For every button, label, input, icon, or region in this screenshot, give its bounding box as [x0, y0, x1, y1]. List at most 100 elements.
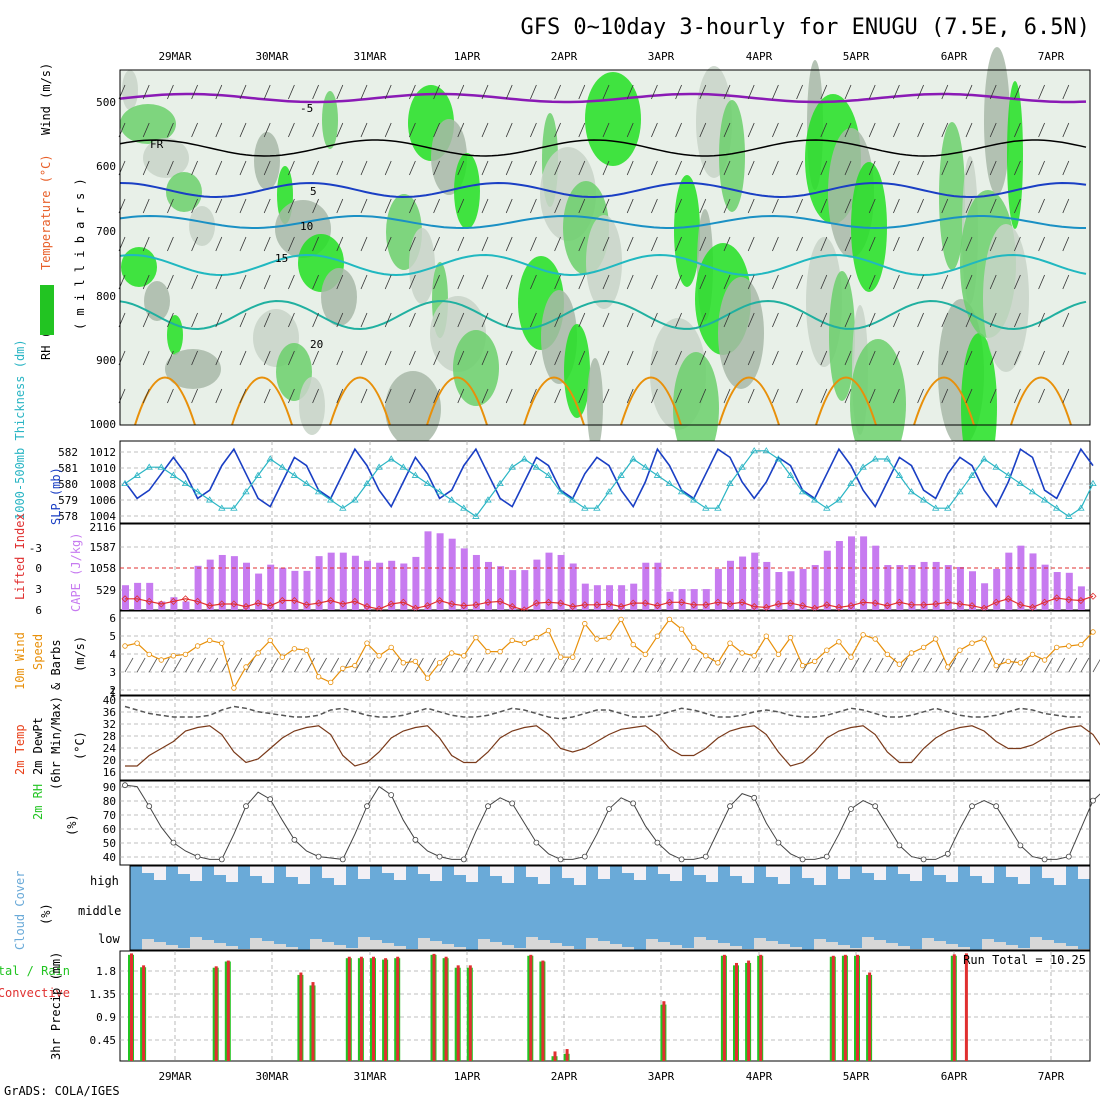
axis-tick-label: 500 — [96, 96, 116, 109]
rh-point — [412, 836, 419, 843]
rh-shading-cell — [984, 47, 1010, 195]
axis-tick-label: 6 — [109, 612, 116, 625]
axis-tick-label: 529 — [96, 584, 116, 597]
wind-barb — [578, 236, 586, 252]
cloud-low-bar — [850, 948, 862, 950]
cape-bar — [497, 566, 505, 610]
wind-barb — [554, 160, 561, 176]
wind-speed-point — [1090, 629, 1096, 635]
wind-speed-point — [461, 653, 467, 659]
thickness-point — [411, 471, 420, 478]
wind-speed-point — [727, 640, 733, 646]
contour-25 — [718, 376, 780, 426]
wind-barb — [384, 122, 392, 138]
wind-barb — [360, 388, 368, 404]
rh-point — [460, 856, 467, 863]
lifted-index-point — [629, 599, 637, 607]
wind-barb — [893, 84, 900, 100]
contour-label: 5 — [310, 185, 317, 198]
wind-barb — [651, 236, 658, 252]
cloud-high-bar — [298, 866, 310, 884]
cloud-low-bar — [1054, 943, 1066, 950]
axis-tick-label: 581 — [58, 462, 78, 475]
cloud-high-bar — [706, 866, 718, 882]
lifted-index-point — [532, 599, 540, 607]
wind-speed-point — [884, 651, 890, 658]
wind-barb — [191, 388, 198, 404]
wind-barb — [868, 350, 876, 366]
precip-conv-bar — [868, 972, 872, 1061]
thickness-point — [835, 496, 843, 503]
wind-barb — [457, 388, 465, 404]
rh-shading-cell — [564, 324, 590, 418]
wind-barb — [723, 160, 731, 176]
wind-barb — [651, 84, 658, 100]
wind-barb — [306, 657, 315, 673]
cloud-low-bar — [898, 946, 910, 950]
wind-barb — [384, 236, 392, 252]
wind-barb — [862, 657, 872, 673]
wind-barb — [481, 388, 489, 404]
contour-25 — [1010, 376, 1072, 426]
wind-barb — [409, 236, 416, 252]
lifted-index-point — [895, 598, 903, 606]
thickness-point — [798, 488, 807, 495]
wind-speed-point — [594, 636, 600, 642]
wind-barb — [772, 122, 779, 138]
wind-barb — [409, 274, 416, 290]
wind-barb — [530, 350, 537, 366]
rh-point — [727, 803, 733, 810]
thickness-point — [375, 463, 383, 470]
rh-point — [896, 842, 903, 849]
cloud-high-bar — [874, 866, 886, 880]
contour-20 — [119, 299, 1087, 331]
cloud-low-bar — [670, 945, 682, 950]
rh-shading-cell — [254, 132, 280, 190]
wind-barb — [239, 350, 247, 366]
wind-barb — [318, 657, 327, 673]
cloud-high-bar — [1078, 866, 1090, 879]
cloud-high-bar — [838, 866, 850, 879]
lifted-index-point — [678, 598, 686, 606]
thickness-point — [399, 463, 408, 470]
cloud-high-bar — [214, 866, 226, 875]
lifted-index-point — [302, 601, 311, 609]
wind-barb — [433, 350, 440, 366]
wind-barb — [893, 274, 900, 290]
thickness-point — [1052, 504, 1061, 511]
axis-tick-label: 580 — [58, 478, 78, 491]
cloud-low-bar — [286, 947, 298, 950]
wind-barb — [651, 388, 658, 404]
wind-barb — [602, 388, 610, 404]
wind-speed-point — [170, 653, 177, 659]
wind-barb — [675, 274, 682, 290]
cloud-high-bar — [190, 866, 202, 881]
wind-barb — [747, 236, 755, 252]
run-total: Run Total = 10.25 — [963, 953, 1086, 967]
wind-barb — [699, 274, 707, 290]
rh-shading-cell — [167, 315, 183, 355]
cloud-high-bar — [766, 866, 778, 877]
thickness-point — [641, 463, 650, 470]
wind-speed-point — [206, 637, 213, 644]
cloud-high-bar — [574, 866, 586, 885]
contour-label: -5 — [300, 102, 313, 115]
wind-barb — [989, 84, 997, 100]
thickness-point — [702, 504, 710, 511]
thickness-point — [931, 504, 940, 511]
cloud-high-bar — [142, 866, 154, 873]
lifted-index-point — [920, 601, 928, 609]
wind-barb — [263, 198, 271, 214]
wind-barb — [312, 84, 319, 100]
wind-barb — [288, 84, 295, 100]
wind-barb — [941, 312, 949, 328]
axis-tick-label: 1010 — [90, 462, 117, 475]
axis-tick-label: 1.35 — [90, 988, 117, 1001]
wind-barb — [499, 657, 509, 673]
wind-barb — [723, 312, 731, 328]
contour-25 — [134, 376, 196, 426]
wind-barb — [142, 274, 150, 290]
lifted-index-point — [508, 602, 516, 611]
rh-unit-label: (%) — [65, 814, 79, 836]
thickness-point — [460, 504, 468, 511]
